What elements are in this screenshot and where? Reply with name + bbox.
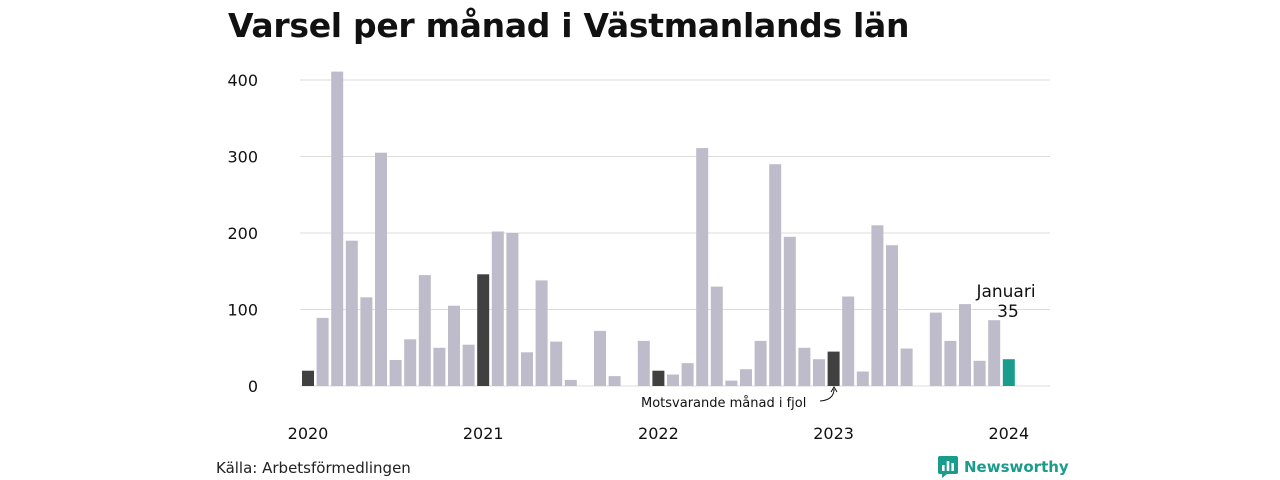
bar-2021-06	[550, 341, 563, 386]
bar-2020-06	[375, 152, 387, 386]
bars	[302, 71, 1015, 387]
bar-2020-04	[345, 240, 358, 386]
bar-2022-10	[783, 236, 796, 386]
bar-2020-03	[331, 71, 344, 386]
bar-2020-11	[448, 305, 460, 386]
y-tick-label: 0	[248, 377, 258, 396]
newsworthy-logo-icon	[938, 456, 958, 478]
y-tick-label: 400	[227, 71, 258, 90]
x-tick-label: 2022	[638, 424, 679, 443]
y-tick-label: 200	[227, 224, 258, 243]
annotations: Januari 35 Motsvarande månad i fjol	[641, 282, 1036, 411]
annotation-compare-label: Motsvarande månad i fjol	[641, 396, 806, 411]
bar-2023-03	[856, 371, 869, 386]
y-axis-ticks: 0 100 200 300 400	[227, 71, 258, 396]
bar-2020-09	[418, 275, 431, 386]
bar-2022-07	[740, 369, 752, 386]
source-note: Källa: Arbetsförmedlingen	[216, 459, 411, 477]
chart-title: Varsel per månad i Västmanlands län	[228, 6, 910, 45]
bar-2021-03	[506, 233, 519, 386]
bar-2020-12	[462, 344, 475, 386]
bar-2021-05	[535, 280, 548, 386]
bar-2020-01	[302, 370, 314, 386]
x-tick-label: 2021	[463, 424, 504, 443]
bar-2021-07	[564, 379, 577, 386]
bar-2020-08	[404, 339, 417, 386]
bar-2021-09	[594, 330, 606, 386]
bar-2021-02	[491, 231, 504, 386]
bar-2022-12	[813, 359, 825, 386]
x-tick-label: 2024	[988, 424, 1029, 443]
bar-2022-02	[667, 374, 679, 386]
bar-2023-02	[842, 296, 855, 386]
bar-2020-10	[433, 347, 446, 387]
x-axis-ticks: 2020 2021 2022 2023 2024	[288, 424, 1030, 443]
y-tick-label: 100	[227, 301, 258, 320]
bar-2021-12	[637, 340, 650, 386]
bar-2022-11	[798, 347, 811, 387]
bar-2022-08	[754, 340, 767, 386]
bar-2022-09	[769, 164, 782, 386]
x-tick-label: 2023	[813, 424, 854, 443]
bar-2023-12	[988, 320, 1001, 386]
annotation-arrowhead	[830, 386, 838, 393]
bar-2022-03	[681, 363, 694, 386]
bar-2022-06	[725, 380, 738, 386]
bar-2023-06	[900, 348, 913, 386]
bar-2023-08	[929, 312, 942, 386]
bar-2023-05	[886, 245, 898, 386]
bar-2022-05	[710, 286, 723, 386]
bar-2020-02	[316, 317, 329, 386]
bar-2023-11	[973, 360, 986, 386]
bar-2022-01	[652, 370, 665, 386]
bar-2023-10	[959, 304, 971, 386]
bar-2023-09	[944, 340, 957, 386]
bar-2024-01	[1002, 359, 1015, 386]
annotation-month-label: Januari	[975, 282, 1035, 302]
x-tick-label: 2020	[288, 424, 329, 443]
bar-2020-05	[360, 297, 373, 386]
y-tick-label: 300	[227, 148, 258, 167]
bar-2021-10	[608, 376, 621, 386]
bar-2021-01	[477, 274, 490, 386]
brand-name: Newsworthy	[964, 458, 1069, 476]
bar-2021-04	[521, 352, 533, 386]
bar-2022-04	[696, 148, 709, 386]
bar-2020-07	[389, 360, 402, 386]
annotation-arrow	[819, 388, 835, 402]
brand-logo: Newsworthy	[938, 456, 1069, 478]
bar-2023-04	[871, 225, 884, 386]
bar-2023-01	[827, 351, 840, 386]
annotation-value-label: 35	[997, 302, 1019, 322]
